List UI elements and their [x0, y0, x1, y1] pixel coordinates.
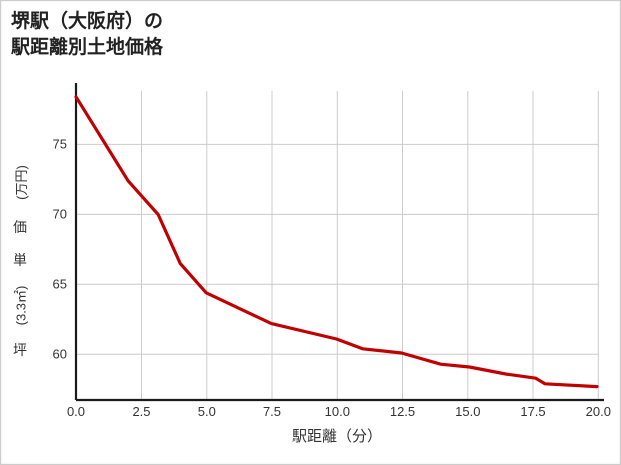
svg-text:20.0: 20.0 — [586, 404, 611, 419]
svg-text:15.0: 15.0 — [455, 404, 480, 419]
svg-text:17.5: 17.5 — [520, 404, 545, 419]
svg-text:0.0: 0.0 — [67, 404, 85, 419]
svg-text:12.5: 12.5 — [390, 404, 415, 419]
svg-text:2.5: 2.5 — [132, 404, 150, 419]
svg-text:駅距離（分）: 駅距離（分） — [292, 427, 382, 445]
svg-text:60: 60 — [53, 346, 67, 361]
svg-text:10.0: 10.0 — [325, 404, 350, 419]
svg-text:7.5: 7.5 — [263, 404, 281, 419]
svg-text:65: 65 — [53, 276, 67, 291]
svg-text:75: 75 — [53, 137, 67, 152]
svg-text:5.0: 5.0 — [198, 404, 216, 419]
svg-text:70: 70 — [53, 207, 67, 222]
